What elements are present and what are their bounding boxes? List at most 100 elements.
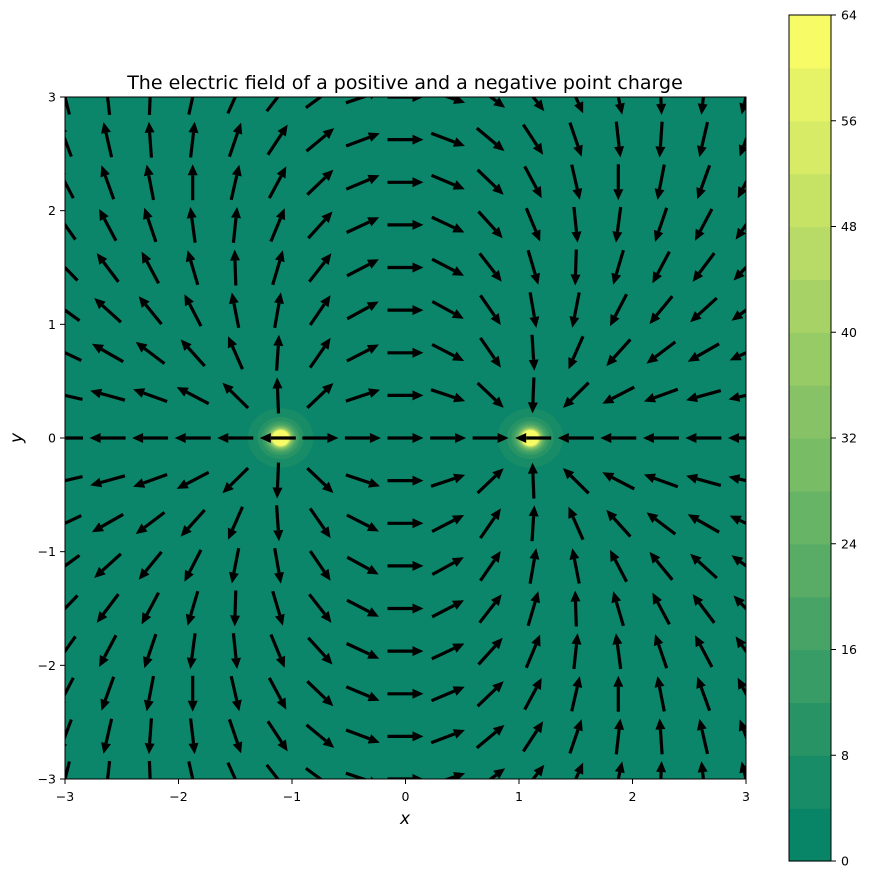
field-arrow — [479, 294, 501, 325]
x-axis: −3 −2 −1 0 1 2 3 — [56, 779, 750, 804]
field-arrow — [430, 173, 465, 190]
field-arrow — [345, 685, 380, 702]
field-arrow — [346, 344, 379, 363]
field-arrow — [65, 350, 82, 362]
field-arrow — [652, 250, 671, 284]
field-arrow — [476, 681, 504, 708]
field-arrow — [387, 177, 424, 188]
field-arrow — [387, 518, 424, 529]
x-tick-label: 0 — [402, 789, 410, 804]
field-arrow — [344, 433, 381, 443]
x-tick-label: −3 — [56, 789, 74, 804]
field-arrow — [272, 462, 283, 499]
field-arrow — [431, 257, 464, 276]
field-arrow — [387, 390, 424, 401]
field-arrow — [144, 121, 155, 158]
field-arrow — [697, 97, 708, 115]
field-arrow — [304, 767, 324, 779]
field-arrow — [606, 338, 632, 367]
field-arrow — [306, 169, 334, 196]
field-arrow — [65, 475, 83, 483]
field-arrow — [273, 547, 284, 584]
field-arrow — [105, 760, 112, 779]
field-arrow — [133, 472, 168, 488]
field-arrow — [273, 334, 284, 371]
field-arrow — [387, 774, 424, 779]
y-axis: −3 −2 −1 0 1 2 3 — [38, 90, 65, 787]
field-arrow — [273, 292, 284, 329]
x-tick-label: 2 — [629, 789, 637, 804]
field-arrow — [695, 208, 714, 241]
field-arrow — [610, 549, 629, 583]
field-arrow — [91, 512, 124, 533]
field-arrow — [527, 377, 538, 414]
field-arrow — [265, 97, 280, 113]
field-arrow — [475, 724, 505, 750]
field-arrow — [614, 97, 625, 115]
field-arrow — [306, 680, 334, 707]
field-arrow — [271, 590, 285, 626]
field-arrow — [231, 207, 241, 243]
field-arrow — [643, 473, 679, 489]
field-arrow — [308, 507, 331, 539]
field-arrow — [695, 635, 714, 668]
field-arrow — [687, 342, 720, 362]
field-arrow — [686, 473, 722, 487]
field-arrow — [65, 222, 77, 241]
field-arrow — [187, 675, 198, 712]
field-arrow — [65, 129, 73, 158]
field-arrow — [571, 633, 582, 670]
field-arrow — [477, 637, 503, 666]
field-arrow — [259, 433, 296, 443]
field-arrow — [346, 513, 379, 532]
field-arrow — [611, 591, 625, 627]
field-arrow — [571, 206, 582, 243]
field-arrow — [528, 334, 539, 371]
field-arrow — [143, 633, 158, 669]
field-arrow — [308, 253, 332, 283]
field-arrow — [739, 97, 746, 115]
field-arrow — [226, 761, 237, 779]
field-arrow — [478, 252, 502, 282]
colorbar-tick-label: 56 — [841, 113, 857, 128]
colorbar-band — [789, 332, 831, 386]
field-arrow — [697, 121, 710, 158]
field-arrow — [487, 97, 506, 108]
field-arrow — [523, 677, 542, 711]
field-arrow — [573, 762, 584, 779]
field-arrow — [184, 549, 203, 582]
field-arrow — [132, 433, 169, 443]
colorbar-band — [789, 385, 831, 439]
field-arrow — [345, 217, 380, 234]
field-arrow — [476, 168, 504, 195]
colorbar-band — [789, 755, 831, 809]
field-arrow — [144, 718, 155, 755]
field-arrow — [733, 265, 746, 281]
field-arrow — [696, 164, 712, 200]
chart-title: The electric field of a positive and a n… — [126, 72, 683, 94]
field-arrow — [431, 557, 464, 576]
field-arrow — [600, 433, 637, 443]
field-arrow — [185, 590, 200, 626]
field-arrow — [692, 252, 716, 282]
field-arrow — [345, 642, 380, 659]
colorbar-tick-label: 24 — [841, 536, 857, 551]
field-arrow — [521, 721, 544, 753]
field-arrow — [387, 646, 424, 657]
field-arrow — [387, 347, 424, 358]
x-axis-label: x — [399, 809, 411, 829]
field-arrow — [606, 509, 632, 538]
colorbar-band — [789, 120, 831, 175]
field-arrow — [308, 593, 332, 623]
field-arrow — [185, 250, 200, 286]
field-arrow — [229, 675, 242, 712]
colorbar-band — [789, 279, 831, 333]
field-arrow — [557, 433, 594, 443]
field-arrow — [737, 178, 746, 199]
field-arrow — [735, 636, 746, 654]
field-arrow — [652, 592, 671, 626]
field-arrow — [101, 718, 114, 754]
field-arrow — [731, 308, 746, 321]
field-arrow — [431, 300, 464, 319]
field-arrow — [345, 473, 380, 488]
